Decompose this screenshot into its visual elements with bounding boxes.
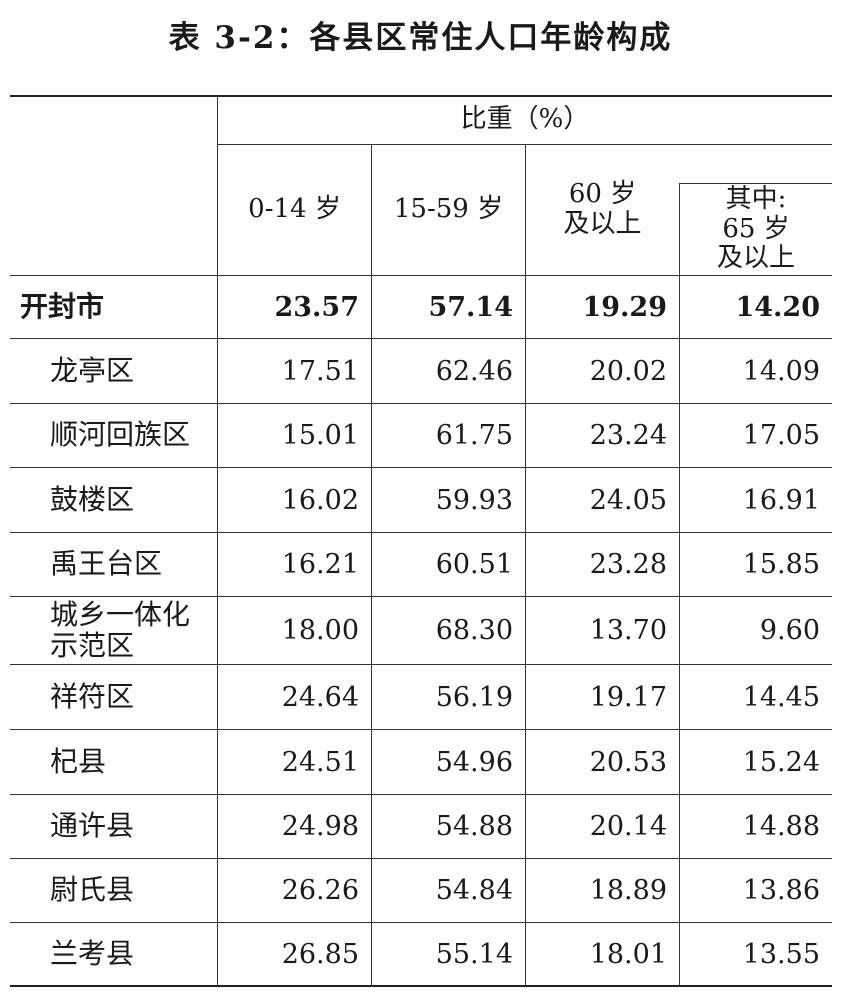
cell-v60: 18.01 xyxy=(589,938,667,970)
cell-v65: 16.91 xyxy=(742,484,820,516)
cell-v15-59: 60.51 xyxy=(435,549,513,580)
row-name: 尉氏县 xyxy=(50,873,135,907)
cell-v15-59: 54.88 xyxy=(435,811,513,842)
row-name: 通许县 xyxy=(50,809,135,843)
cell-v60: 24.05 xyxy=(589,484,667,516)
cell-v0-14: 15.01 xyxy=(281,420,359,451)
col-header-65-line3: 及以上 xyxy=(716,243,795,274)
cell-v65: 14.45 xyxy=(742,681,820,713)
cell-v60: 19.29 xyxy=(582,291,667,323)
cell-v60: 23.24 xyxy=(589,420,667,451)
cell-v65: 13.55 xyxy=(742,938,820,970)
cell-v0-14: 16.02 xyxy=(281,484,359,516)
cell-v60: 20.02 xyxy=(589,355,667,387)
cell-v15-59: 59.93 xyxy=(435,484,513,516)
cell-v60: 19.17 xyxy=(589,681,667,713)
cell-v65: 14.20 xyxy=(735,291,820,323)
cell-v65: 13.86 xyxy=(742,875,820,906)
cell-v15-59: 54.96 xyxy=(435,746,513,778)
row-name: 兰考县 xyxy=(50,936,135,970)
cell-v65: 17.05 xyxy=(742,420,820,451)
cell-v0-14: 17.51 xyxy=(281,355,359,387)
col-header-60-plus: 60 岁 及以上 xyxy=(526,145,679,275)
cell-v0-14: 18.00 xyxy=(281,615,359,646)
cell-v0-14: 26.26 xyxy=(281,875,359,906)
col-header-0-14: 0-14 岁 xyxy=(248,194,341,225)
cell-v15-59: 62.46 xyxy=(435,355,513,387)
cell-v60: 20.53 xyxy=(589,746,667,778)
col-header-65-line2: 65 岁 xyxy=(722,213,790,244)
cell-v65: 14.88 xyxy=(742,811,820,842)
col-header-15-59: 15-59 岁 xyxy=(393,194,504,225)
cell-v65: 9.60 xyxy=(759,615,820,646)
cell-v65: 14.09 xyxy=(742,355,820,387)
col-header-60-line1: 60 岁 xyxy=(568,179,637,210)
col-header-65-line1: 其中: xyxy=(725,183,787,214)
cell-v15-59: 61.75 xyxy=(435,420,513,451)
cell-v0-14: 24.64 xyxy=(281,681,359,713)
cell-v65: 15.85 xyxy=(742,549,820,580)
cell-v15-59: 57.14 xyxy=(428,291,513,323)
cell-v0-14: 24.51 xyxy=(281,746,359,778)
group-header: 比重（%） xyxy=(460,104,590,135)
row-name: 城乡一体化 示范区 xyxy=(50,597,191,662)
row-name: 祥符区 xyxy=(50,679,135,713)
col-header-65-plus: 其中: 65 岁 及以上 xyxy=(680,184,832,275)
row-name: 杞县 xyxy=(50,744,107,778)
cell-v0-14: 16.21 xyxy=(281,549,359,580)
cell-v65: 15.24 xyxy=(742,746,820,778)
page-title: 表 3-2：各县区常住人口年龄构成 xyxy=(168,20,673,56)
row-name: 龙亭区 xyxy=(50,353,135,387)
row-name: 禹王台区 xyxy=(50,547,163,581)
cell-v60: 13.70 xyxy=(589,615,667,646)
col-header-60-line2: 及以上 xyxy=(563,209,642,239)
cell-v0-14: 24.98 xyxy=(281,811,359,842)
cell-v0-14: 26.85 xyxy=(281,938,359,970)
cell-v15-59: 68.30 xyxy=(435,615,513,646)
cell-v15-59: 54.84 xyxy=(435,875,513,906)
row-name: 顺河回族区 xyxy=(50,418,191,452)
cell-v0-14: 23.57 xyxy=(274,291,359,323)
cell-v15-59: 55.14 xyxy=(435,938,513,970)
cell-v15-59: 56.19 xyxy=(435,681,513,713)
row-name: 鼓楼区 xyxy=(50,482,135,516)
cell-v60: 23.28 xyxy=(589,549,667,580)
row-name: 开封市 xyxy=(20,289,105,323)
cell-v60: 20.14 xyxy=(589,811,667,842)
cell-v60: 18.89 xyxy=(589,875,667,906)
